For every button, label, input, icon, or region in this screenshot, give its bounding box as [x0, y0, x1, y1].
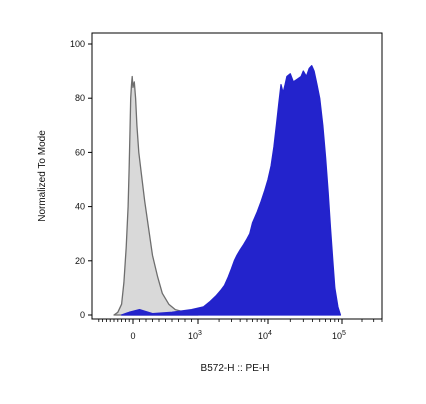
y-axis-title: Normalized To Mode: [37, 130, 48, 222]
y-tick-label: 100: [70, 39, 85, 49]
x-tick-label: 103: [188, 330, 202, 341]
y-tick-label: 20: [75, 256, 85, 266]
y-tick-label: 60: [75, 147, 85, 157]
histogram-series-1: [113, 75, 199, 316]
y-axis: 0 20 40 60 80 100: [70, 39, 92, 320]
x-axis-title: B572-H :: PE-H: [201, 363, 270, 374]
x-axis: 0 103 104 105: [98, 319, 383, 341]
x-tick-label: 104: [258, 330, 272, 341]
series-layer: [113, 65, 342, 316]
x-tick-label: 0: [130, 331, 135, 341]
histogram-series-2: [120, 65, 342, 316]
plot-frame: [91, 32, 383, 320]
y-tick-label: 0: [80, 310, 85, 320]
y-tick-label: 80: [75, 93, 85, 103]
y-tick-label: 40: [75, 202, 85, 212]
x-tick-label: 105: [332, 330, 346, 341]
